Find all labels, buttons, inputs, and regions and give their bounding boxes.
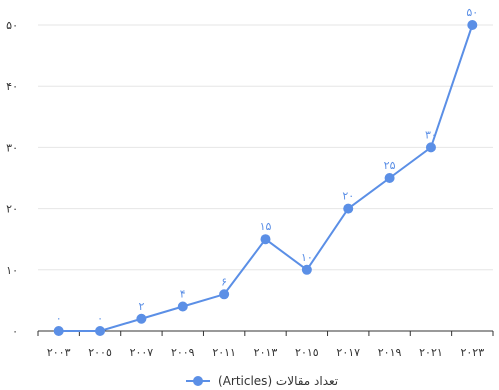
data-point[interactable]	[425, 142, 436, 153]
x-tick-label: ٢٠٠٣	[47, 346, 71, 359]
data-point[interactable]	[136, 313, 147, 324]
y-tick-label: ١٠	[6, 264, 18, 277]
data-label: ٢٠	[342, 190, 354, 203]
x-tick-label: ٢٠٢١	[419, 346, 443, 359]
data-label: ١۵	[260, 220, 272, 233]
x-tick-label: ٢٠٢٣	[460, 346, 484, 359]
data-label: ٢۵	[384, 159, 396, 172]
data-point[interactable]	[219, 289, 230, 300]
data-label: ١٠	[301, 251, 313, 264]
data-point[interactable]	[343, 203, 354, 214]
x-tick-label: ٢٠١١	[212, 346, 236, 359]
y-tick-label: ٢٠	[6, 203, 18, 216]
data-label: ٣٠	[425, 128, 437, 141]
data-point[interactable]	[301, 264, 312, 275]
y-tick-label: ۴٠	[6, 80, 18, 93]
x-tick-label: ٢٠٠٥	[88, 346, 112, 359]
legend[interactable]: تعداد مقالات (Articles)	[186, 374, 338, 388]
y-tick-label: ۵٠	[6, 19, 18, 32]
x-tick-label: ٢٠٠٩	[171, 346, 195, 359]
data-label: ۵٠	[466, 6, 478, 19]
x-tick-label: ٢٠١٣	[254, 346, 278, 359]
data-point[interactable]	[384, 173, 395, 183]
grid-lines	[38, 24, 493, 271]
data-point[interactable]	[467, 20, 478, 30]
data-label: ٢	[138, 300, 144, 313]
legend-label: تعداد مقالات (Articles)	[218, 374, 338, 388]
data-point[interactable]	[260, 234, 271, 245]
data-point[interactable]	[95, 326, 106, 336]
data-label: ۶	[221, 275, 227, 288]
data-point[interactable]	[177, 301, 188, 312]
series-line	[58, 24, 474, 332]
x-axis: ٢٠٠٣ ٢٠٠٥ ٢٠٠٧ ٢٠٠٩ ٢٠١١ ٢٠١٣ ٢٠١٥ ٢٠١٧ ٢٠١٩ ٢٠٢١…	[37, 330, 494, 359]
data-point[interactable]	[53, 326, 64, 336]
x-tick-label: ٢٠١٩	[378, 346, 402, 359]
series-group: ٠ ٠ ٢ ۴ ۶ ١۵ ١٠ ٢٠ ٢۵ ٣٠ ۵٠	[53, 6, 478, 336]
x-tick-label: ٢٠١٧	[336, 346, 360, 359]
data-label: ۴	[180, 288, 186, 301]
data-label: ٠	[56, 312, 62, 325]
y-tick-label: ٣٠	[6, 141, 18, 154]
legend-marker	[193, 376, 203, 386]
x-tick-label: ٢٠٠٧	[130, 346, 154, 359]
y-axis: ٠ ١٠ ٢٠ ٣٠ ۴٠ ۵٠	[6, 19, 18, 338]
x-tick-label: ٢٠١٥	[295, 346, 319, 359]
y-tick-label: ٠	[12, 325, 18, 338]
data-label: ٠	[97, 312, 103, 325]
